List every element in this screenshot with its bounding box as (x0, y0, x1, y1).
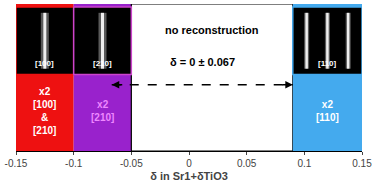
svg-text:0.05: 0.05 (237, 158, 257, 169)
svg-text:-0.05: -0.05 (120, 158, 143, 169)
svg-text:x2[110]: x2[110] (316, 99, 339, 123)
svg-text:δ in Sr1+δTiO3: δ in Sr1+δTiO3 (150, 170, 228, 182)
svg-text:0: 0 (186, 158, 192, 169)
svg-text:0.15: 0.15 (352, 158, 372, 169)
svg-text:-0.1: -0.1 (65, 158, 83, 169)
svg-text:[110]: [110] (318, 59, 337, 68)
svg-text:no reconstruction: no reconstruction (165, 24, 259, 36)
svg-text:0.1: 0.1 (297, 158, 311, 169)
svg-text:x2[100]&[210]: x2[100]&[210] (33, 86, 56, 136)
svg-text:-0.15: -0.15 (5, 158, 28, 169)
svg-text:[100]: [100] (35, 59, 54, 68)
svg-text:x2[210]: x2[210] (91, 99, 114, 123)
svg-text:[210]: [210] (93, 59, 112, 68)
svg-text:δ = 0 ± 0.067: δ = 0 ± 0.067 (170, 56, 235, 68)
